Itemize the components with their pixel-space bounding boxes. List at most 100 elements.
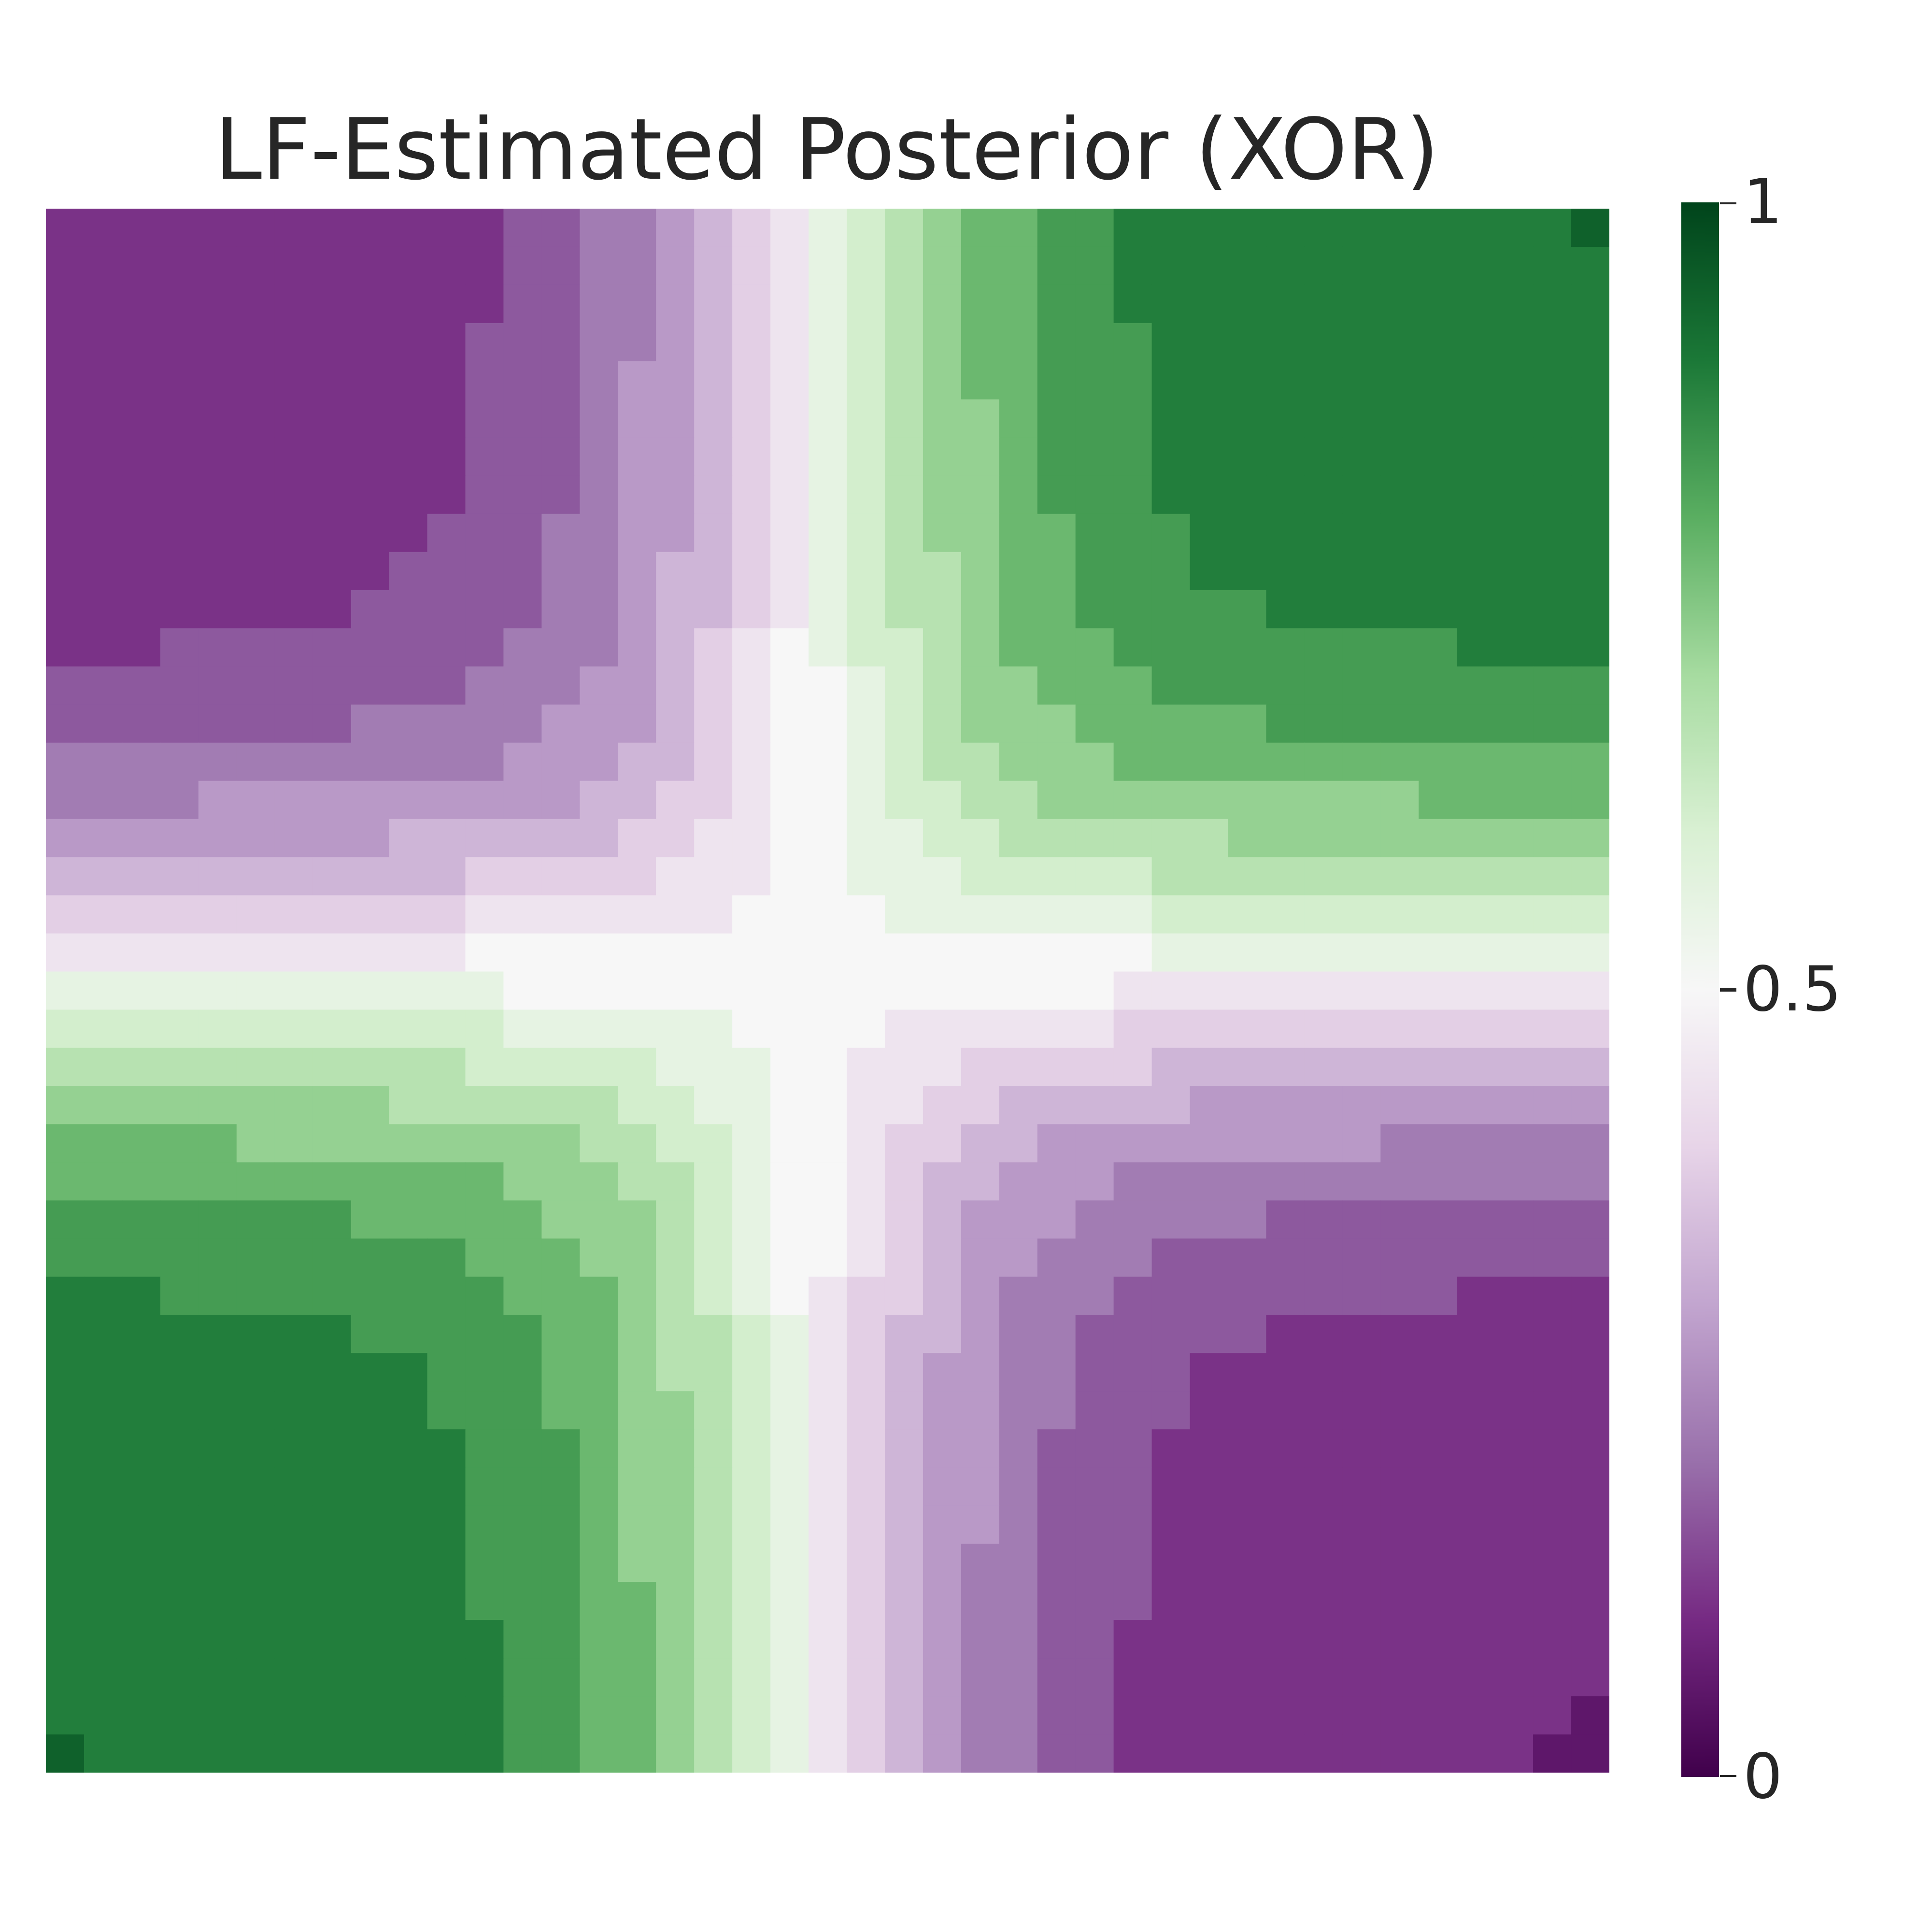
heatmap-cell [999,933,1038,972]
heatmap-cell [846,1734,885,1773]
heatmap-cell [1151,895,1191,934]
heatmap-cell [732,513,771,553]
heatmap-cell [84,399,123,438]
heatmap-cell [1380,895,1419,934]
heatmap-cell [1380,1315,1419,1353]
heatmap-cell [503,1658,542,1697]
heatmap-cell [84,1124,123,1163]
heatmap-cell [884,1391,923,1430]
heatmap-cell [1266,895,1305,934]
heatmap-cell [1037,895,1076,934]
heatmap-cell [46,1620,85,1659]
heatmap-cell [274,971,313,1010]
heatmap-cell [1342,1238,1381,1277]
heatmap-cell [198,1506,237,1544]
heatmap-cell [1190,437,1229,476]
heatmap-cell [503,1620,542,1659]
heatmap-cell [770,399,809,438]
heatmap-cell [846,323,885,362]
heatmap-cell [961,1506,1000,1544]
heatmap-cell [1228,209,1267,247]
heatmap-cell [1457,475,1495,514]
heatmap-cell [46,1467,85,1506]
heatmap-cell [1037,513,1076,553]
heatmap-cell [961,933,1000,972]
heatmap-cell [122,1544,161,1582]
heatmap-cell [618,628,656,667]
heatmap-cell [580,1734,618,1773]
heatmap-cell [274,1734,313,1773]
heatmap-cell [618,1124,656,1163]
heatmap-cell [1533,1048,1572,1087]
heatmap-cell [732,209,771,247]
heatmap-cell [923,1734,962,1773]
heatmap-cell [884,513,923,553]
heatmap-cell [1151,590,1191,629]
heatmap-cell [694,742,733,781]
heatmap-cell [1266,1162,1305,1201]
heatmap-cell [1037,1467,1076,1506]
heatmap-cell [1495,1200,1534,1239]
heatmap-cell [1533,1162,1572,1201]
heatmap-cell [160,1086,199,1125]
heatmap-cell [999,1124,1038,1163]
heatmap-cell [1190,895,1229,934]
heatmap-cell [84,704,123,743]
heatmap-cell [884,1124,923,1163]
heatmap-cell [1380,361,1419,400]
heatmap-cell [1037,1162,1076,1201]
heatmap-cell [923,933,962,972]
heatmap-cell [694,1315,733,1353]
heatmap-cell [46,475,85,514]
heatmap-cell [656,895,695,934]
heatmap-cell [1113,1315,1152,1353]
heatmap-cell [1190,1696,1229,1735]
heatmap-cell [923,1696,962,1735]
heatmap-cell [1380,933,1419,972]
heatmap-cell [923,781,962,820]
heatmap-cell [389,819,428,858]
heatmap-cell [1190,933,1229,972]
heatmap-cell [961,1658,1000,1697]
heatmap-cell [1495,895,1534,934]
heatmap-cell [770,819,809,858]
heatmap-cell [770,1582,809,1620]
heatmap-cell [465,1009,504,1049]
heatmap-cell [46,1544,85,1582]
heatmap-cell [465,361,504,400]
heatmap-cell [1037,704,1076,743]
heatmap-cell [46,323,85,362]
heatmap-cell [580,1086,618,1125]
heatmap-cell [1304,1391,1343,1430]
heatmap-cell [541,209,580,247]
heatmap-cell [1228,1009,1267,1049]
heatmap-cell [1228,1238,1267,1277]
heatmap-cell [274,1620,313,1659]
heatmap-cell [656,1086,695,1125]
heatmap-cell [846,1391,885,1430]
heatmap-cell [961,552,1000,591]
heatmap-cell [694,1467,733,1506]
heatmap-cell [1190,1162,1229,1201]
heatmap-cell [999,323,1038,362]
heatmap-cell [809,628,847,667]
heatmap-cell [160,513,199,553]
heatmap-cell [694,209,733,247]
heatmap-cell [618,1353,656,1392]
heatmap-cell [809,819,847,858]
heatmap-cell [1495,1582,1534,1620]
heatmap-cell [427,742,466,781]
heatmap-cell [1457,1658,1495,1697]
heatmap-cell [1037,552,1076,591]
heatmap-cell [541,361,580,400]
heatmap-cell [732,399,771,438]
heatmap-cell [1495,1658,1534,1697]
heatmap-cell [1113,1124,1152,1163]
heatmap-cell [236,1658,275,1697]
heatmap-cell [122,1391,161,1430]
heatmap-cell [1533,742,1572,781]
heatmap [46,209,1609,1773]
heatmap-cell [1304,437,1343,476]
heatmap-cell [465,323,504,362]
heatmap-cell [770,1009,809,1049]
